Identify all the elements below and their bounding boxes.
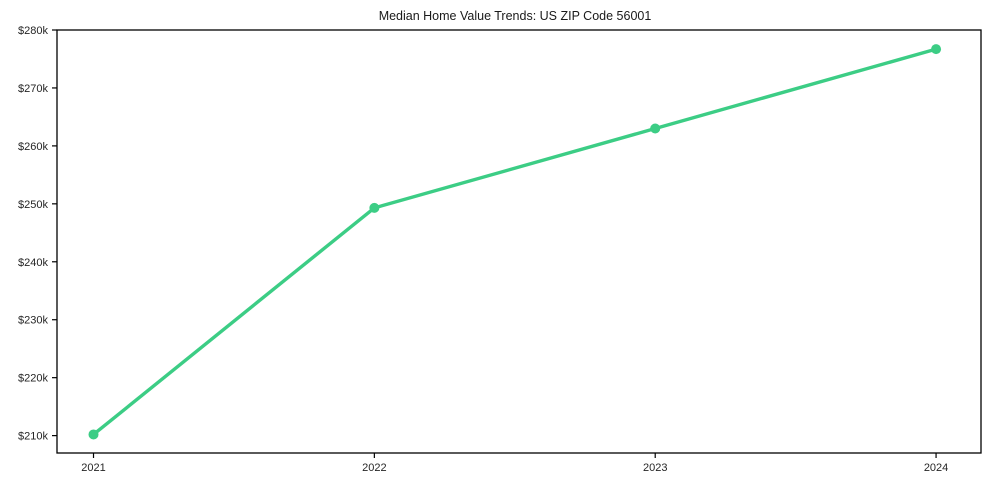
x-tick-label: 2023 [643, 462, 667, 474]
y-tick-label: $270k [18, 83, 48, 95]
y-tick-label: $230k [18, 315, 48, 327]
chart-plot: $210k $220k $230k $240k $250k $260k $270k $280k… [18, 25, 982, 474]
y-tick-label: $220k [18, 373, 48, 385]
x-tick-label: 2024 [924, 462, 948, 474]
y-tick-label: $250k [18, 199, 48, 211]
plot-border [56, 29, 982, 454]
data-point-marker [88, 429, 99, 440]
x-tick-label: 2022 [362, 462, 386, 474]
x-tick-label: 2021 [81, 462, 105, 474]
y-tick-label: $210k [18, 431, 48, 443]
y-tick-label: $260k [18, 141, 48, 153]
data-point-marker [931, 44, 942, 55]
data-point-marker [369, 202, 380, 213]
data-point-marker [650, 123, 661, 134]
value-line [91, 47, 938, 437]
chart-title: Median Home Value Trends: US ZIP Code 56… [379, 9, 652, 23]
y-tick-label: $240k [18, 257, 48, 269]
y-tick-label: $280k [18, 25, 48, 37]
